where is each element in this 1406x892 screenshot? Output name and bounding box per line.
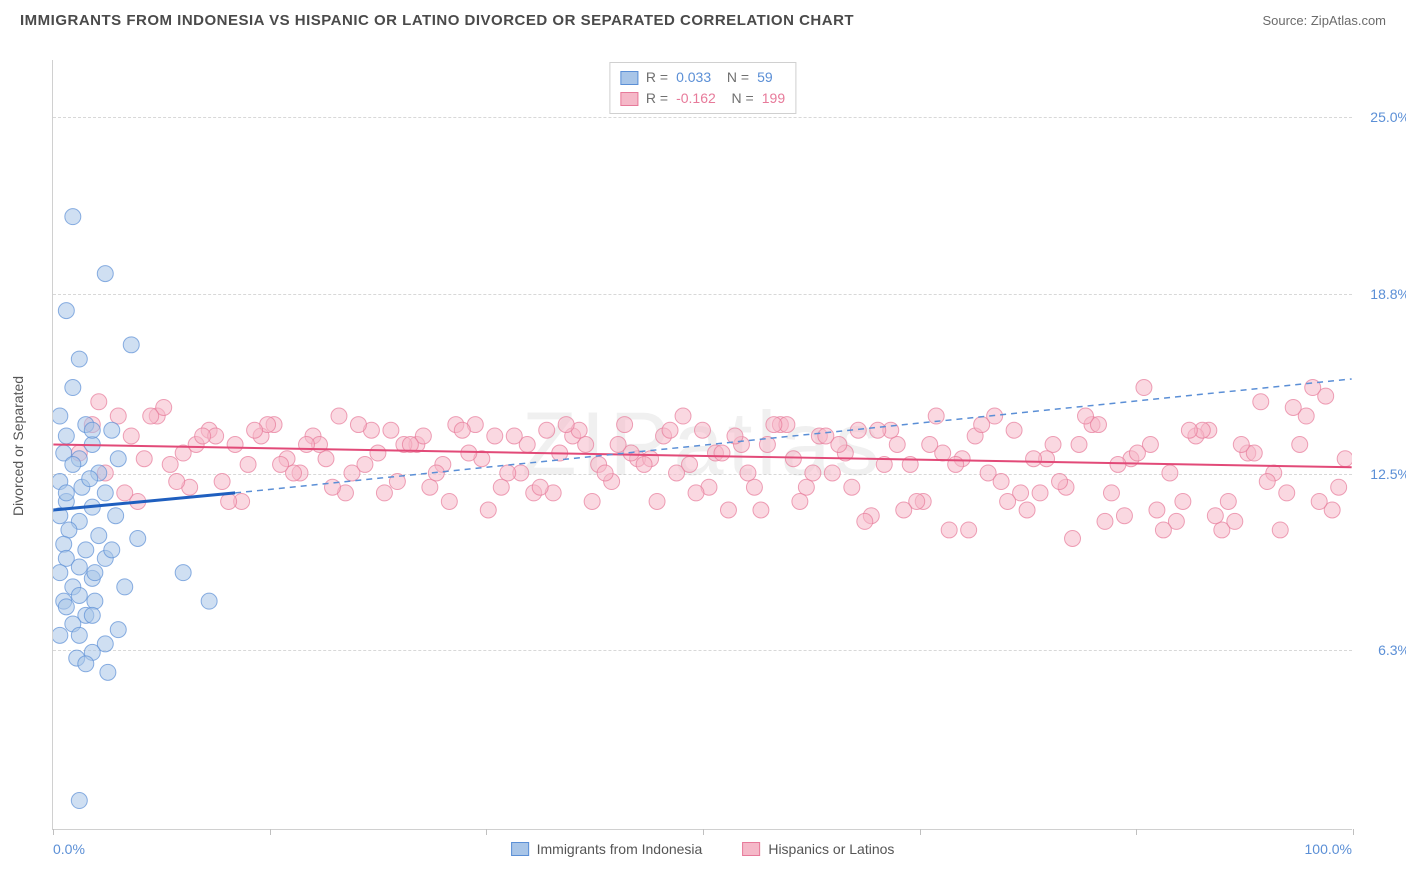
n-value-1: 199 [762,88,785,109]
correlation-legend: R = 0.033 N = 59 R = -0.162 N = 199 [609,62,796,114]
xtick [703,829,704,835]
legend-row-series-0: R = 0.033 N = 59 [620,67,785,88]
x-axis-max-label: 100.0% [1305,841,1352,857]
legend-row-series-1: R = -0.162 N = 199 [620,88,785,109]
source-label: Source: ZipAtlas.com [1262,13,1386,28]
ytick-label: 18.8% [1370,286,1406,302]
n-label: N = [724,88,754,109]
chart-area: ZIPatlas R = 0.033 N = 59 R = -0.162 N =… [52,60,1352,830]
ytick-label: 12.5% [1370,466,1406,482]
swatch-blue-icon [620,71,638,85]
r-value-1: -0.162 [676,88,716,109]
xtick [1353,829,1354,835]
chart-title: IMMIGRANTS FROM INDONESIA VS HISPANIC OR… [20,12,854,29]
x-axis-min-label: 0.0% [53,841,85,857]
xtick [53,829,54,835]
legend-item-0: Immigrants from Indonesia [511,841,703,857]
r-label: R = [646,67,668,88]
scatter-plot [53,60,1352,829]
swatch-pink-icon [742,842,760,856]
n-label: N = [719,67,749,88]
header: IMMIGRANTS FROM INDONESIA VS HISPANIC OR… [0,0,1406,37]
legend-item-1: Hispanics or Latinos [742,841,894,857]
xtick [270,829,271,835]
n-value-0: 59 [757,67,773,88]
r-label: R = [646,88,668,109]
y-axis-label: Divorced or Separated [10,376,26,516]
ytick-label: 6.3% [1378,642,1406,658]
legend-label-1: Hispanics or Latinos [768,841,894,857]
swatch-blue-icon [511,842,529,856]
ytick-label: 25.0% [1370,109,1406,125]
xtick [920,829,921,835]
legend-label-0: Immigrants from Indonesia [537,841,703,857]
series-legend: Immigrants from Indonesia Hispanics or L… [511,841,895,857]
swatch-pink-icon [620,92,638,106]
xtick [486,829,487,835]
xtick [1136,829,1137,835]
r-value-0: 0.033 [676,67,711,88]
